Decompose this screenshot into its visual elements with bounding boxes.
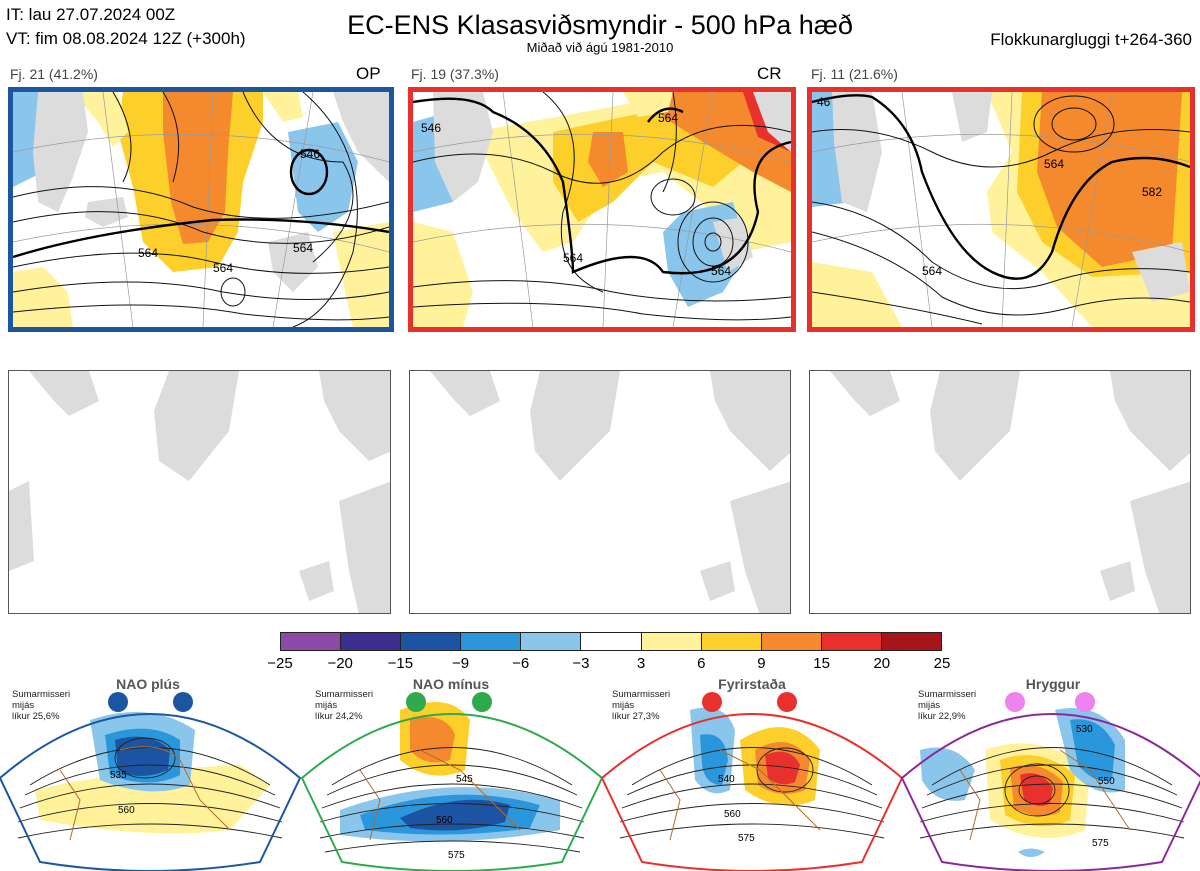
contour-label: 564 — [922, 264, 942, 278]
cluster-2-label: Fj. 19 (37.3%) — [411, 66, 499, 82]
colorbar-segment — [881, 633, 942, 650]
colorbar-tick-label: 6 — [697, 655, 706, 672]
contour-label: 564 — [138, 246, 158, 260]
colorbar-segment — [761, 633, 822, 650]
regime-2-dot — [406, 692, 426, 712]
contour-label: 564 — [711, 264, 731, 278]
colorbar-segment — [341, 633, 402, 650]
colorbar-segment — [281, 633, 342, 650]
colorbar-tick-label: 25 — [933, 655, 951, 672]
colorbar-tick-label: −15 — [387, 655, 414, 672]
colorbar-segment — [701, 633, 762, 650]
regime-3-meta: Sumarmisseri mijás líkur 27,3% — [612, 689, 670, 722]
cluster-2-map: 546 564 564 564 — [408, 87, 796, 332]
contour-label: 564 — [658, 111, 678, 125]
regime-1-meta: Sumarmisseri mijás líkur 25,6% — [12, 689, 70, 722]
contour-label: 546 — [300, 147, 320, 161]
contour-label: 582 — [1142, 185, 1162, 199]
blank-map-1 — [8, 370, 391, 614]
colorbar-tick-label: −20 — [327, 655, 353, 672]
colorbar-tick-label: 15 — [813, 655, 830, 672]
valid-time-label: VT: fim 08.08.2024 12Z (+300h) — [6, 29, 246, 48]
colorbar-segment — [641, 633, 702, 650]
contour-label: 564 — [293, 241, 313, 255]
contour-label: 575 — [1092, 838, 1109, 849]
regime-period: mijás — [918, 700, 941, 711]
cluster-1-label: Fj. 21 (41.2%) — [10, 66, 98, 82]
anomaly-colorbar — [280, 632, 942, 651]
cluster-3-map: 46 564 564 582 — [807, 87, 1195, 332]
regime-period: mijás — [315, 700, 338, 711]
regime-probability: líkur 27,3% — [612, 711, 660, 722]
colorbar-tick-label: 20 — [873, 655, 891, 672]
contour-label: 564 — [1044, 157, 1064, 171]
contour-label: 575 — [738, 833, 755, 844]
contour-label: 545 — [456, 774, 473, 785]
page-subtitle: Miðað við ágú 1981-2010 — [526, 40, 674, 55]
contour-label: 564 — [213, 261, 233, 275]
regime-season: Sumarmisseri — [612, 689, 671, 700]
contour-label: 546 — [421, 121, 441, 135]
regime-1-map: 535 560 — [0, 692, 302, 871]
regime-2-dot — [472, 692, 492, 712]
contour-label: 530 — [1076, 724, 1093, 735]
colorbar-tick-label: −6 — [512, 655, 530, 672]
cluster-2-tag: CR — [757, 64, 782, 83]
colorbar-segment — [461, 633, 522, 650]
regime-1-dot — [173, 692, 193, 712]
regime-4-map: 530 550 575 — [900, 692, 1200, 871]
contour-label: 535 — [110, 770, 127, 781]
cluster-3-label: Fj. 11 (21.6%) — [811, 66, 898, 82]
colorbar-tick-label: −3 — [572, 655, 590, 672]
regime-2-map: 545 560 575 — [300, 692, 604, 871]
regime-season: Sumarmisseri — [12, 689, 71, 700]
regime-2-meta: Sumarmisseri mijás líkur 24,2% — [315, 689, 373, 722]
colorbar-segment — [401, 633, 462, 650]
contour-label: 575 — [448, 850, 465, 861]
regime-probability: líkur 22,9% — [918, 711, 966, 722]
regime-period: mijás — [12, 700, 35, 711]
regime-1-title: NAO plús — [116, 676, 180, 692]
colorbar-tick-label: −25 — [267, 655, 293, 672]
page-title: EC-ENS Klasasviðsmyndir - 500 hPa hæð — [347, 10, 853, 40]
colorbar-tick-label: −9 — [451, 655, 470, 672]
regime-probability: líkur 24,2% — [315, 711, 363, 722]
regime-4-dot — [1005, 692, 1025, 712]
regime-probability: líkur 25,6% — [12, 711, 60, 722]
colorbar-segment — [521, 633, 582, 650]
contour-label: 540 — [718, 774, 735, 785]
regime-period: mijás — [612, 700, 635, 711]
regime-4-title: Hryggur — [1025, 676, 1081, 692]
colorbar-tick-label: 9 — [757, 655, 766, 672]
clustering-window-label: Flokkunargluggi t+264-360 — [990, 30, 1192, 49]
contour-label: 550 — [1098, 776, 1115, 787]
regime-3-map: 540 560 575 — [600, 692, 904, 871]
regime-3-dot — [702, 692, 722, 712]
contour-label: 46 — [817, 95, 831, 109]
colorbar-segment — [581, 633, 642, 650]
regime-3-title: Fyrirstaða — [718, 676, 786, 692]
regime-4-meta: Sumarmisseri mijás líkur 22,9% — [918, 689, 976, 722]
regime-1-dot — [108, 692, 128, 712]
contour-label: 560 — [436, 815, 453, 826]
regime-3-dot — [777, 692, 797, 712]
regime-season: Sumarmisseri — [918, 689, 977, 700]
cluster-1-map: 546 564 564 564 — [8, 87, 394, 332]
contour-label: 560 — [724, 809, 741, 820]
blank-map-2 — [409, 370, 791, 614]
cluster-1-tag: OP — [356, 64, 381, 83]
contour-label: 564 — [563, 251, 583, 265]
regime-2-title: NAO mínus — [412, 676, 490, 692]
blank-map-3 — [809, 370, 1191, 614]
regime-4-dot — [1075, 692, 1095, 712]
regime-maps: 535 560 545 560 575 — [0, 692, 1200, 871]
regime-season: Sumarmisseri — [315, 689, 374, 700]
contour-label: 560 — [118, 805, 135, 816]
init-time-label: IT: lau 27.07.2024 00Z — [6, 5, 176, 24]
colorbar-tick-label: 3 — [636, 655, 646, 672]
colorbar-segment — [821, 633, 882, 650]
